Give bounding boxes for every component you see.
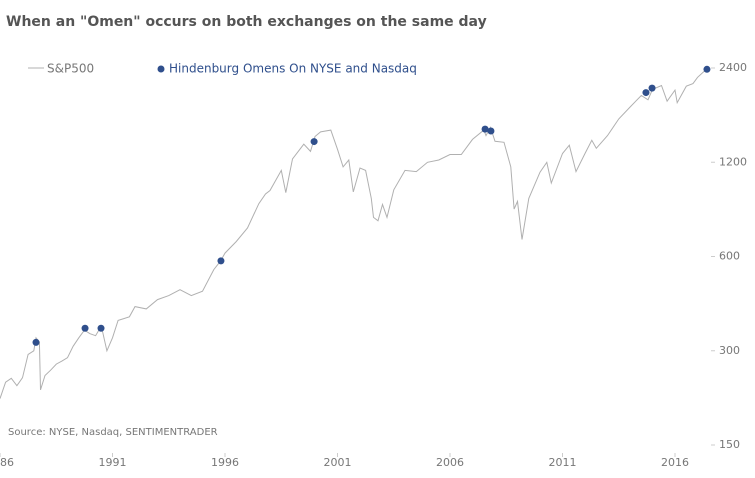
point — [310, 138, 318, 146]
chart-title: When an "Omen" occurs on both exchanges … — [6, 14, 487, 30]
y-tick-label: 300 — [719, 344, 740, 357]
y-tick-label: 150 — [719, 438, 740, 451]
point — [481, 125, 489, 133]
x-tick-label: 2001 — [324, 456, 352, 469]
point — [97, 324, 105, 332]
x-tick-label: 2016 — [661, 456, 689, 469]
point — [487, 127, 495, 135]
y-tick-label: 1200 — [719, 155, 747, 168]
x-tick-label: 1996 — [211, 456, 239, 469]
point — [81, 324, 89, 332]
y-tick-label: 600 — [719, 250, 740, 263]
line — [0, 68, 707, 399]
x-tick-label: 1991 — [99, 456, 127, 469]
point — [217, 257, 225, 265]
x-tick-label: 2011 — [549, 456, 577, 469]
legend-label: Hindenburg Omens On NYSE and Nasdaq — [169, 62, 417, 76]
y-tick-label: 2400 — [719, 61, 747, 74]
x-tick-label: 2006 — [436, 456, 464, 469]
point — [703, 65, 711, 73]
point — [648, 84, 656, 92]
x-tick-label: 1986 — [0, 456, 14, 469]
legend-swatch — [157, 65, 165, 73]
point — [642, 89, 650, 97]
point — [32, 338, 40, 346]
legend-label: S&P500 — [47, 62, 94, 76]
source: Source: NYSE, Nasdaq, SENTIMENTRADER — [8, 427, 218, 438]
